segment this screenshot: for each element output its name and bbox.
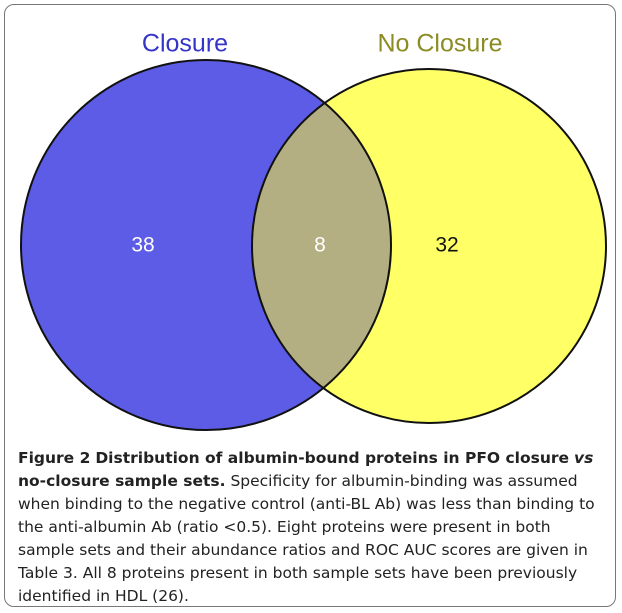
caption-title-italic: vs	[574, 449, 594, 467]
overlap-region	[252, 69, 391, 423]
venn-diagram: Closure No Closure 38 8 32	[20, 30, 607, 431]
overlap-count: 8	[314, 234, 326, 257]
caption-body: Specificity for albumin-binding was assu…	[18, 472, 595, 605]
caption-title: no-closure sample sets.	[18, 472, 226, 490]
set-outline-left	[20, 59, 392, 431]
set-outline-right	[251, 68, 607, 424]
set-count: 32	[435, 234, 458, 257]
set-count: 38	[131, 234, 154, 257]
set-label: No Closure	[377, 30, 502, 58]
set-label: Closure	[142, 30, 228, 58]
caption-title: Distribution of albumin-bound proteins i…	[95, 449, 570, 467]
figure-frame	[4, 4, 616, 607]
figure-caption: Figure 2 Distribution of albumin-bound p…	[18, 447, 610, 608]
figure-label: Figure 2	[18, 449, 91, 467]
